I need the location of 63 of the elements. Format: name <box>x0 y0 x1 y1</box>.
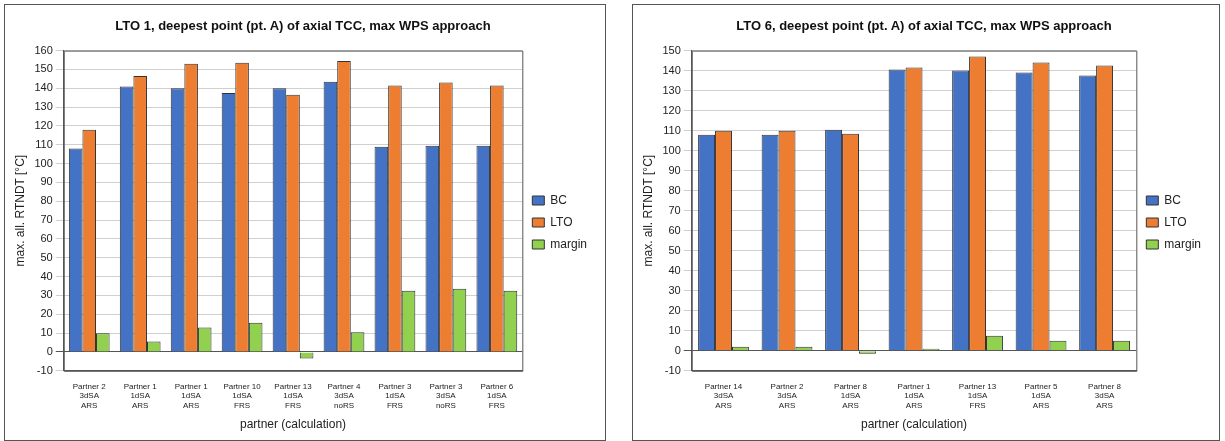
y-tick-label: 140 <box>34 81 53 94</box>
legend-label: BC <box>1164 192 1182 207</box>
x-tick-label: Partner 4 3dSA noRS <box>327 381 361 410</box>
y-tick-label: -10 <box>664 363 681 376</box>
x-tick-label: Partner 14 3dSA ARS <box>704 381 743 410</box>
x-tick-label: Partner 13 1dSA FRS <box>958 381 997 410</box>
chart-title: LTO 6, deepest point (pt. A) of axial TCC, max WPS approach <box>736 18 1112 34</box>
y-tick-label: 0 <box>674 343 681 356</box>
y-tick-label: 20 <box>668 303 681 316</box>
y-tick-label: 140 <box>662 63 681 76</box>
legend-label: margin <box>1164 236 1202 251</box>
chart-title: LTO 1, deepest point (pt. A) of axial TCC, max WPS approach <box>115 18 491 34</box>
y-tick-label: 130 <box>662 83 681 96</box>
legend-label: LTO <box>550 214 573 229</box>
y-tick-label: 40 <box>40 269 53 282</box>
y-tick-label: 10 <box>40 326 53 339</box>
x-tick-label: Partner 1 1dSA ARS <box>897 381 932 410</box>
x-tick-label: Partner 1 1dSA ARS <box>174 381 209 410</box>
x-tick-label: Partner 1 1dSA ARS <box>123 381 158 410</box>
x-tick-label: Partner 3 1dSA FRS <box>378 381 412 410</box>
y-tick-label: 10 <box>668 323 681 336</box>
y-tick-label: 90 <box>668 163 681 176</box>
x-tick-label: Partner 8 1dSA ARS <box>834 381 868 410</box>
y-tick-label: 150 <box>34 62 53 75</box>
legend-label: BC <box>550 192 568 207</box>
y-tick-label: 60 <box>40 231 53 244</box>
y-tick-label: 120 <box>662 103 681 116</box>
y-tick-label: 110 <box>663 123 681 136</box>
y-tick-label: 30 <box>40 288 53 301</box>
y-tick-label: 80 <box>668 183 681 196</box>
y-axis-title: max. all. RTNDT [°C] <box>12 154 27 267</box>
x-tick-label: Partner 5 1dSA ARS <box>1024 381 1059 410</box>
legend-label: LTO <box>1164 214 1187 229</box>
x-tick-label: Partner 2 3dSA ARS <box>72 381 107 410</box>
x-tick-label: Partner 3 3dSA noRS <box>429 381 463 410</box>
x-tick-label: Partner 6 1dSA FRS <box>480 381 514 410</box>
x-tick-label: Partner 10 1dSA FRS <box>223 381 262 410</box>
y-axis-title: max. all. RTNDT [°C] <box>640 154 655 267</box>
y-tick-label: -10 <box>36 363 53 376</box>
y-tick-label: 50 <box>668 243 681 256</box>
y-tick-label: 70 <box>668 203 681 216</box>
y-tick-label: 130 <box>34 100 53 113</box>
x-tick-label: Partner 13 1dSA FRS <box>274 381 313 410</box>
y-tick-label: 20 <box>40 307 53 320</box>
y-tick-label: 90 <box>40 175 53 188</box>
y-tick-label: 100 <box>34 156 53 169</box>
y-tick-label: 40 <box>668 263 681 276</box>
y-tick-label: 100 <box>662 143 681 156</box>
y-tick-label: 120 <box>34 118 53 131</box>
y-tick-label: 50 <box>40 250 53 263</box>
y-tick-label: 110 <box>35 137 53 150</box>
x-axis-title: partner (calculation) <box>861 417 968 432</box>
y-tick-label: 0 <box>46 345 53 357</box>
x-tick-label: Partner 2 3dSA ARS <box>770 381 805 410</box>
y-tick-label: 60 <box>668 223 681 236</box>
x-axis-title: partner (calculation) <box>240 417 347 432</box>
y-tick-label: 160 <box>34 43 53 56</box>
y-tick-label: 80 <box>40 194 53 207</box>
y-tick-label: 150 <box>662 43 681 56</box>
x-tick-label: Partner 8 3dSA ARS <box>1088 381 1122 410</box>
y-tick-label: 70 <box>40 213 53 226</box>
y-tick-label: 30 <box>668 283 681 296</box>
legend-label: margin <box>550 236 588 251</box>
